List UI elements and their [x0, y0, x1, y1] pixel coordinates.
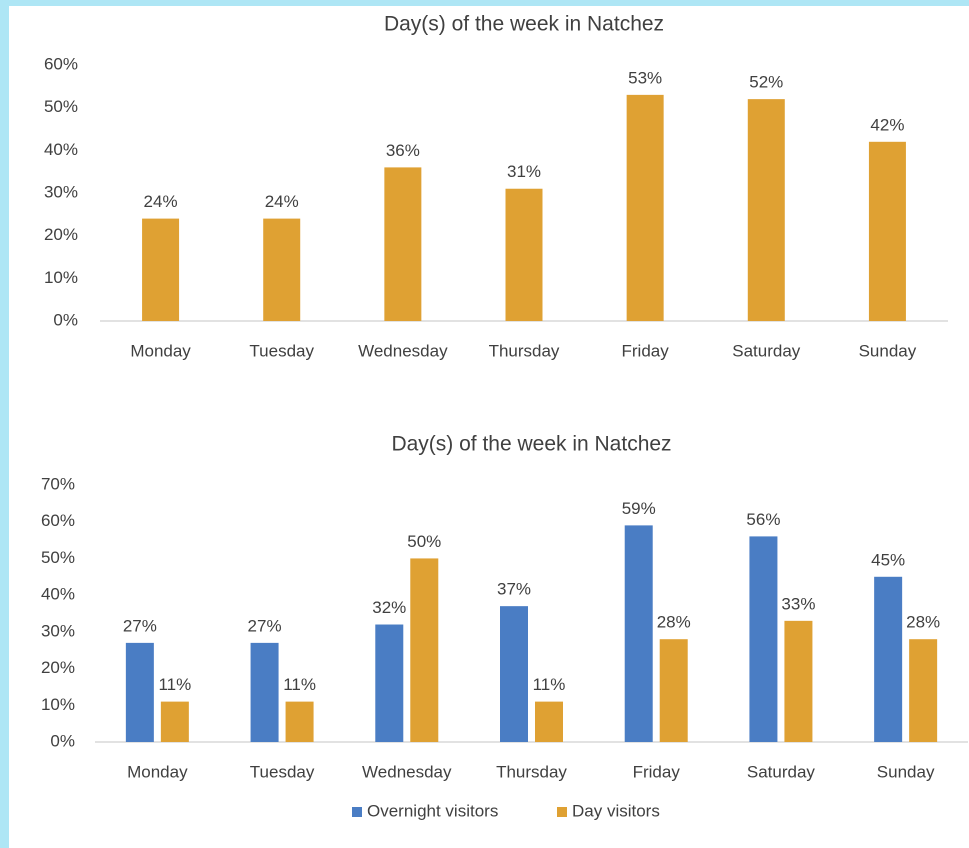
- x-tick-label: Friday: [633, 762, 681, 781]
- data-label: 24%: [265, 192, 299, 211]
- bar: [747, 99, 785, 321]
- data-label: 50%: [407, 532, 441, 551]
- data-label: 31%: [507, 162, 541, 181]
- bar: [749, 536, 778, 742]
- data-label: 11%: [533, 675, 566, 694]
- bar: [160, 701, 189, 742]
- bar: [874, 576, 903, 742]
- chart-title: Day(s) of the week in Natchez: [391, 433, 671, 456]
- x-tick-label: Wednesday: [358, 341, 448, 360]
- bar: [125, 642, 154, 742]
- data-label: 42%: [870, 115, 904, 134]
- legend-label: Day visitors: [572, 801, 660, 820]
- bar: [868, 141, 906, 321]
- data-label: 52%: [749, 73, 783, 92]
- y-tick-label: 40%: [41, 585, 75, 604]
- x-tick-label: Friday: [622, 341, 670, 360]
- x-tick-label: Thursday: [496, 762, 567, 781]
- y-tick-label: 50%: [41, 548, 75, 567]
- data-label: 53%: [628, 68, 662, 87]
- x-tick-label: Monday: [130, 341, 191, 360]
- y-tick-label: 70%: [41, 474, 75, 493]
- y-tick-label: 10%: [44, 268, 78, 287]
- chart-title: Day(s) of the week in Natchez: [384, 13, 664, 36]
- bar: [410, 558, 439, 742]
- bar: [285, 701, 314, 742]
- bar: [263, 218, 301, 321]
- y-tick-label: 40%: [44, 140, 78, 159]
- bar: [784, 620, 813, 742]
- bar: [500, 606, 528, 742]
- data-label: 56%: [746, 510, 780, 529]
- bar: [384, 167, 422, 321]
- x-tick-label: Sunday: [877, 762, 935, 781]
- y-tick-label: 0%: [53, 310, 78, 329]
- bar: [909, 639, 938, 742]
- data-label: 32%: [372, 598, 406, 617]
- data-label: 11%: [158, 675, 191, 694]
- legend-label: Overnight visitors: [367, 801, 498, 820]
- bar: [375, 624, 404, 742]
- y-tick-label: 50%: [44, 97, 78, 116]
- data-label: 36%: [386, 141, 420, 160]
- y-tick-label: 10%: [41, 695, 75, 714]
- x-tick-label: Monday: [127, 762, 188, 781]
- y-tick-label: 30%: [44, 182, 78, 201]
- legend-swatch: [557, 807, 567, 817]
- bar: [505, 188, 543, 321]
- data-label: 24%: [144, 192, 178, 211]
- x-tick-label: Tuesday: [250, 762, 315, 781]
- bar: [659, 639, 688, 742]
- bar: [626, 94, 664, 321]
- data-label: 28%: [657, 613, 691, 632]
- x-tick-label: Sunday: [859, 341, 917, 360]
- y-tick-label: 20%: [41, 658, 75, 677]
- data-label: 27%: [248, 616, 282, 635]
- data-label: 45%: [871, 550, 905, 569]
- legend-swatch: [352, 807, 362, 817]
- y-tick-label: 20%: [44, 225, 78, 244]
- data-label: 37%: [497, 580, 531, 599]
- data-label: 28%: [906, 613, 940, 632]
- data-label: 11%: [283, 675, 316, 694]
- bar: [624, 525, 653, 742]
- y-tick-label: 0%: [50, 731, 75, 750]
- x-tick-label: Thursday: [489, 341, 560, 360]
- y-tick-label: 60%: [41, 511, 75, 530]
- data-label: 27%: [123, 616, 157, 635]
- x-tick-label: Saturday: [732, 341, 801, 360]
- x-tick-label: Saturday: [747, 762, 816, 781]
- top-frame: [0, 0, 969, 6]
- x-tick-label: Tuesday: [249, 341, 314, 360]
- bar: [250, 642, 279, 742]
- left-frame: [0, 0, 9, 848]
- bar: [142, 218, 180, 321]
- x-tick-label: Wednesday: [362, 762, 452, 781]
- data-label: 59%: [622, 499, 656, 518]
- bar: [535, 701, 563, 742]
- y-tick-label: 30%: [41, 621, 75, 640]
- data-label: 33%: [781, 594, 815, 613]
- y-tick-label: 60%: [44, 54, 78, 73]
